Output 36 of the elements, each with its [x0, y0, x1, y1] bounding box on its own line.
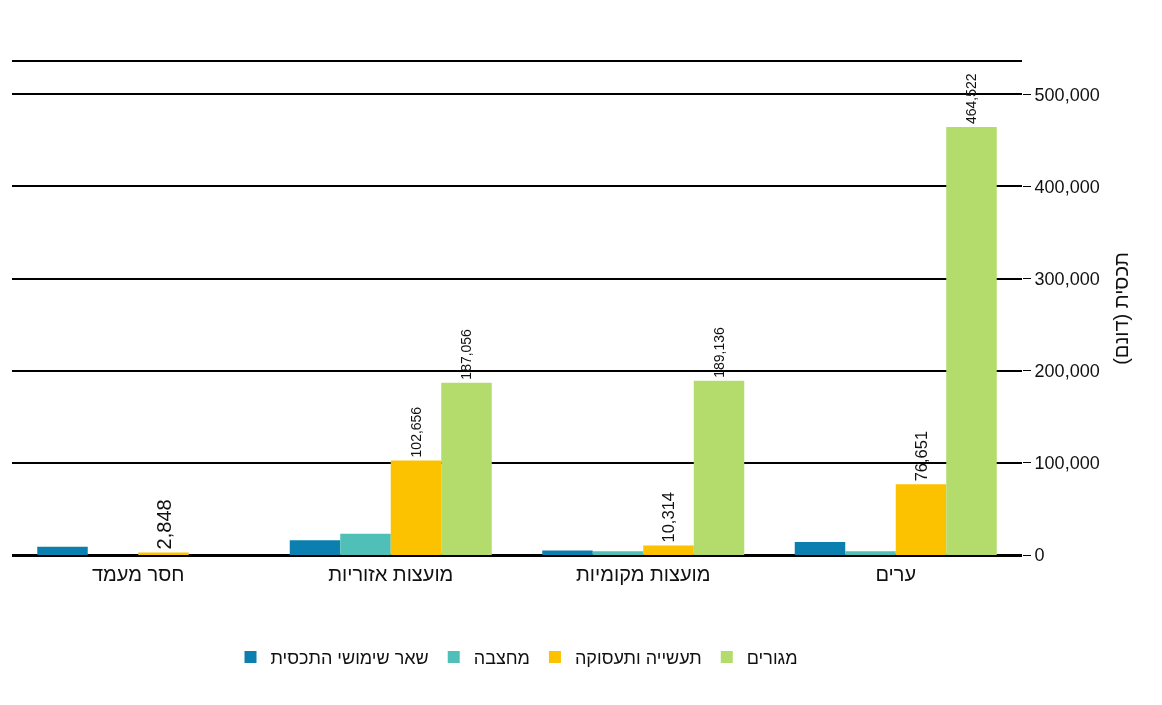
x-tick-label: חסר מעמד [91, 563, 185, 585]
bar [794, 542, 846, 555]
bar [340, 533, 391, 555]
legend-label: מחצבה [473, 648, 530, 669]
y-tick-label: 0 [1034, 545, 1045, 566]
x-tick-label: מועצות מקומיות [575, 563, 711, 585]
data-label: 10,314 [659, 492, 678, 543]
y-axis-title: תכסית (דונם) [1110, 252, 1133, 365]
y-tick-label: 200,000 [1034, 361, 1100, 381]
bar [289, 540, 341, 555]
bar [592, 551, 644, 555]
y-tick-label: 100,000 [1034, 453, 1100, 474]
bar [845, 551, 896, 555]
data-label: 189,136 [710, 326, 727, 378]
bar [946, 126, 997, 555]
bar [138, 552, 189, 555]
y-tick-label: 300,000 [1034, 268, 1100, 289]
bar [37, 546, 88, 555]
y-tick-label: 500,000 [1034, 84, 1100, 105]
data-label: 102,656 [407, 406, 424, 458]
x-tick-label: ערים [875, 563, 917, 585]
data-label: 76,651 [911, 430, 930, 482]
legend-label: שאר שימושי התכסית [270, 648, 429, 669]
x-tick-label: מועצות אזוריות [328, 563, 454, 585]
data-label: 2,848 [152, 499, 175, 550]
bar [643, 545, 694, 555]
y-tick-label: 400,000 [1034, 176, 1100, 197]
bar [542, 550, 593, 555]
legend-label: תעשייה ותעסוקה [574, 648, 702, 669]
bar [895, 484, 947, 555]
data-label: 187,056 [458, 328, 475, 380]
bar [441, 382, 492, 555]
bar [693, 380, 745, 555]
data-label: 464,522 [963, 73, 980, 124]
legend-label: מגורים [746, 648, 798, 669]
bar [390, 460, 442, 555]
